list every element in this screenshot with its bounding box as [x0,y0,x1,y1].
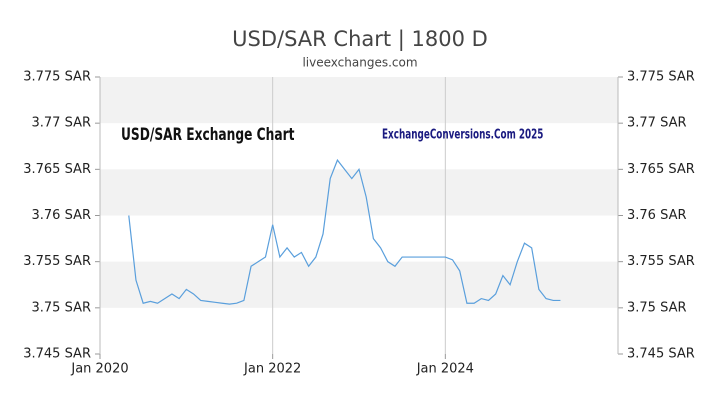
annotation: USD/SAR Exchange Chart [121,125,295,145]
y-tick-label: 3.76 SAR [32,208,92,223]
y-tick-label: 3.775 SAR [23,70,91,85]
y-tick-label: 3.755 SAR [23,254,91,269]
chart-title: USD/SAR Chart | 1800 D [232,27,488,52]
x-tick-label: Jan 2024 [416,362,474,377]
line [128,158,561,305]
y-tick-label: 3.765 SAR [23,162,91,177]
y2-tick-label: 3.77 SAR [627,116,687,131]
y-tick-label: 3.745 SAR [23,347,91,362]
y2-tick-label: 3.755 SAR [627,254,695,269]
y-tick-label: 3.75 SAR [32,300,92,315]
y2-tick-label: 3.76 SAR [627,208,687,223]
chart-subtitle: liveexchanges.com [302,56,417,70]
grid-band [100,261,618,308]
y-tick-label: 3.77 SAR [32,116,92,131]
plot-area: 3.745 SAR 3.745 SAR 3.75 SAR 3.75 SAR 3.755 … [23,70,695,377]
y2-tick-label: 3.765 SAR [627,162,695,177]
y2-tick-label: 3.745 SAR [627,347,695,362]
y2-tick-label: 3.775 SAR [627,70,695,85]
y2-tick-label: 3.75 SAR [627,300,687,315]
grid-band [100,77,618,124]
x-tick-label: Jan 2022 [243,362,301,377]
annotation: ExchangeConversions.Com 2025 [382,127,543,142]
grid-band [100,169,618,216]
x-tick-label: Jan 2020 [70,362,128,377]
